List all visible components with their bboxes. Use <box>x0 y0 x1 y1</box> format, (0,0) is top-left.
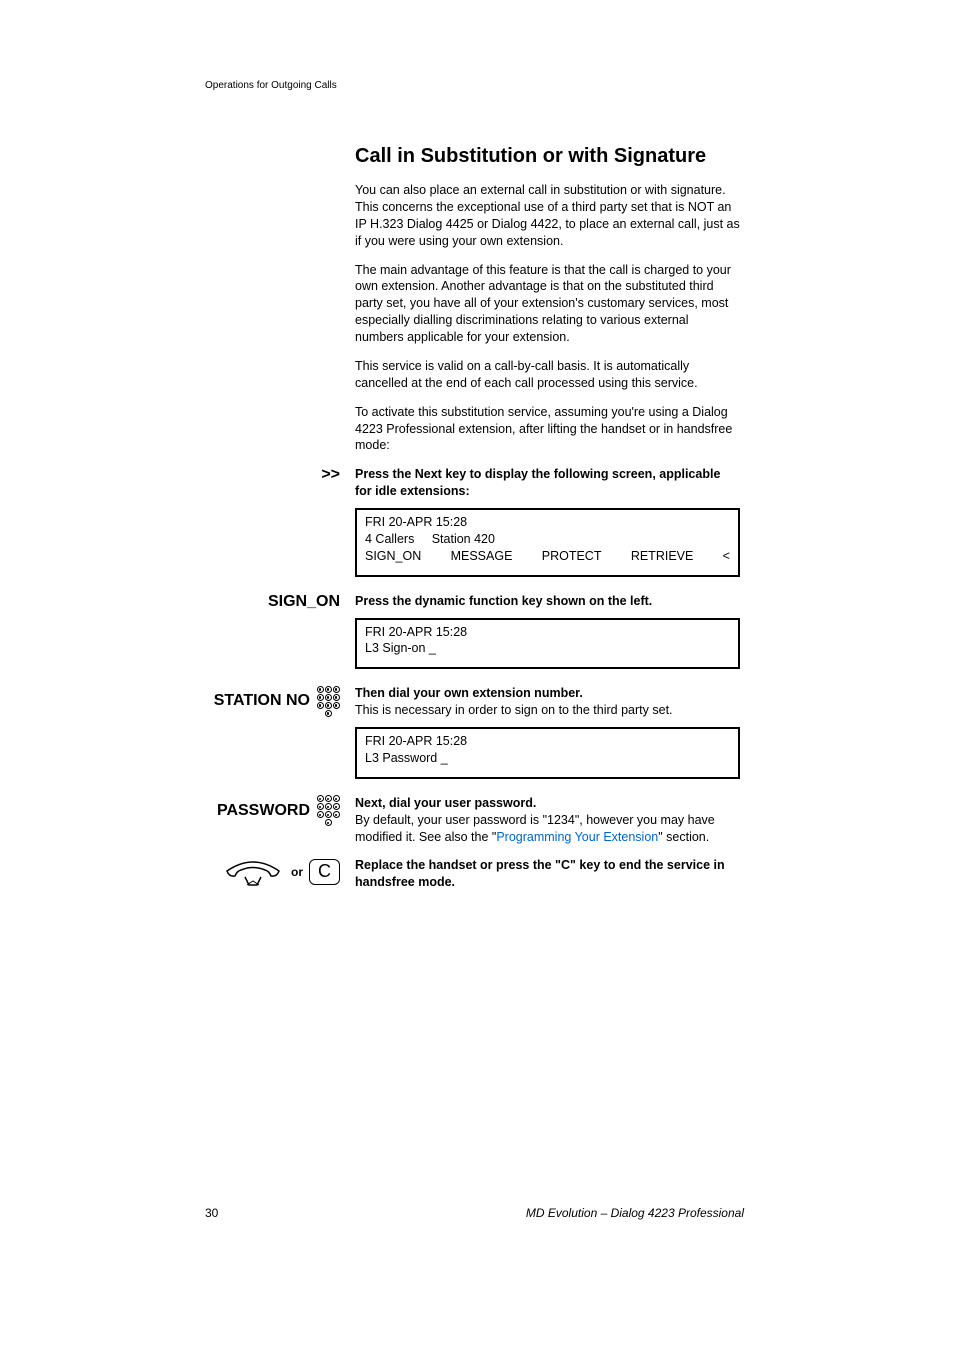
step3-subtext: This is necessary in order to sign on to… <box>355 702 740 719</box>
softkey-retrieve: RETRIEVE <box>631 548 694 565</box>
display1-line2: 4 Callers Station 420 <box>365 531 730 548</box>
page-title: Call in Substitution or with Signature <box>355 145 740 168</box>
display3-line1: FRI 20-APR 15:28 <box>365 733 730 750</box>
intro-paragraph-2: The main advantage of this feature is th… <box>355 262 740 346</box>
step-label-signon: SIGN_ON <box>268 593 340 611</box>
document-title-footer: MD Evolution – Dialog 4223 Professional <box>526 1206 744 1220</box>
intro-paragraph-1: You can also place an external call in s… <box>355 182 740 250</box>
page-number: 30 <box>205 1206 218 1220</box>
softkey-message: MESSAGE <box>451 548 513 565</box>
display2-line1: FRI 20-APR 15:28 <box>365 624 730 641</box>
step-label-stationno: STATION NO <box>214 692 310 710</box>
phone-display-2: FRI 20-APR 15:28 L3 Sign-on _ <box>355 618 740 670</box>
display2-line2: L3 Sign-on _ <box>365 640 730 657</box>
handset-icon <box>221 857 285 887</box>
step4-instruction: Next, dial your user password. <box>355 795 740 812</box>
keypad-icon <box>316 685 340 717</box>
section-header: Operations for Outgoing Calls <box>205 80 954 91</box>
keypad-icon <box>316 795 340 827</box>
softkey-signon: SIGN_ON <box>365 548 421 565</box>
step-marker-next: >> <box>321 466 340 484</box>
phone-display-1: FRI 20-APR 15:28 4 Callers Station 420 S… <box>355 508 740 577</box>
display1-line1: FRI 20-APR 15:28 <box>365 514 730 531</box>
intro-paragraph-4: To activate this substitution service, a… <box>355 404 740 455</box>
display3-line2: L3 Password _ <box>365 750 730 767</box>
step-label-password: PASSWORD <box>217 802 310 820</box>
or-label: or <box>291 865 303 879</box>
step1-instruction: Press the Next key to display the follow… <box>355 466 740 500</box>
programming-extension-link[interactable]: Programming Your Extension <box>496 830 658 844</box>
cancel-key-icon: C <box>309 859 340 885</box>
display1-softkeys: SIGN_ON MESSAGE PROTECT RETRIEVE < <box>365 548 730 565</box>
step5-instruction: Replace the handset or press the "C" key… <box>355 857 740 891</box>
phone-display-3: FRI 20-APR 15:28 L3 Password _ <box>355 727 740 779</box>
step4-subtext: By default, your user password is "1234"… <box>355 812 740 846</box>
softkey-protect: PROTECT <box>542 548 602 565</box>
step3-instruction: Then dial your own extension number. <box>355 685 740 702</box>
softkey-more: < <box>723 548 730 565</box>
step2-instruction: Press the dynamic function key shown on … <box>355 593 740 610</box>
intro-paragraph-3: This service is valid on a call-by-call … <box>355 358 740 392</box>
